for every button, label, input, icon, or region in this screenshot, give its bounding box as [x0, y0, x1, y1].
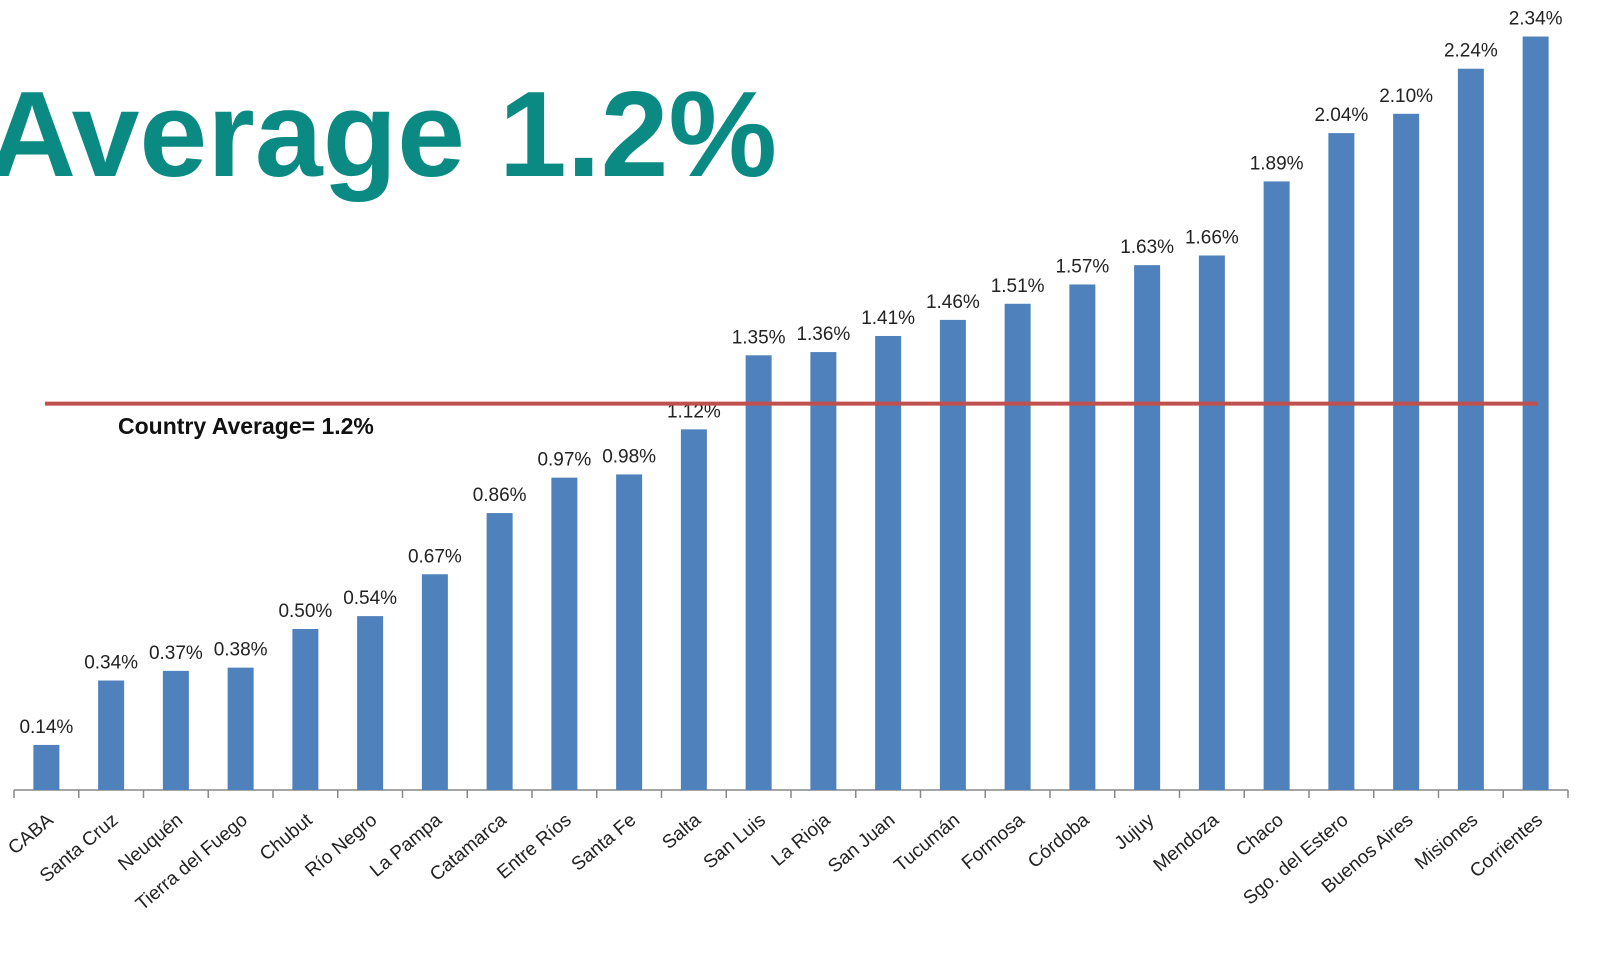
- bar: [357, 616, 384, 790]
- value-label: 0.34%: [84, 653, 138, 674]
- value-label: 0.97%: [537, 450, 591, 471]
- value-label: 1.41%: [861, 308, 915, 329]
- value-label: 0.14%: [19, 717, 73, 738]
- x-tick-label: Río Negro: [301, 810, 381, 882]
- bar: [1393, 113, 1420, 791]
- value-label: 1.35%: [732, 327, 786, 348]
- value-label: 0.38%: [214, 640, 268, 661]
- value-label: 1.89%: [1250, 153, 1304, 174]
- bar: [745, 355, 772, 790]
- value-label: 1.36%: [796, 324, 850, 345]
- bar: [875, 335, 902, 790]
- value-label: 1.12%: [667, 401, 721, 422]
- x-tick-label: San Luis: [700, 810, 770, 874]
- x-tick-label: Córdoba: [1024, 809, 1094, 872]
- bar: [1328, 133, 1355, 790]
- bar: [551, 477, 578, 790]
- bar: [486, 513, 513, 790]
- bar: [1134, 265, 1161, 790]
- x-tick-label: San Juan: [824, 810, 899, 878]
- bar: [1263, 181, 1290, 791]
- chart-title: Average 1.2%: [0, 66, 777, 202]
- bar: [98, 680, 125, 790]
- value-label: 0.67%: [408, 546, 462, 567]
- bar: [292, 629, 319, 790]
- x-tick-label: Mendoza: [1150, 809, 1224, 876]
- value-label: 0.50%: [278, 601, 332, 622]
- bar: [162, 670, 189, 790]
- value-label: 1.46%: [926, 292, 980, 313]
- x-tick-label: Santa Fe: [568, 810, 641, 876]
- bar: [1522, 36, 1549, 790]
- annotation: Country Average= 1.2%: [118, 413, 374, 439]
- bar: [421, 574, 448, 790]
- value-label: 1.57%: [1055, 256, 1109, 277]
- value-label: 0.37%: [149, 643, 203, 664]
- x-tick-label: Chaco: [1232, 810, 1288, 861]
- value-label: 0.98%: [602, 446, 656, 467]
- x-tick-label: Corrientes: [1466, 810, 1547, 882]
- bar: [616, 474, 643, 790]
- bar: [33, 744, 60, 790]
- value-label: 1.63%: [1120, 237, 1174, 258]
- value-label: 1.66%: [1185, 227, 1239, 248]
- x-tick-label: CABA: [4, 810, 57, 860]
- bar: [1004, 303, 1031, 790]
- x-tick-label: Tucumán: [890, 810, 964, 877]
- bar: [1198, 255, 1225, 791]
- x-tick-label: Salta: [658, 809, 705, 853]
- value-label: 1.51%: [991, 276, 1045, 297]
- x-tick-label: Chubut: [256, 809, 317, 865]
- bar: [227, 667, 254, 790]
- bar: [939, 319, 966, 790]
- bar: [810, 352, 837, 790]
- value-label: 2.24%: [1444, 41, 1498, 62]
- bar: [1457, 68, 1484, 791]
- value-label: 2.34%: [1509, 9, 1563, 30]
- value-label: 0.54%: [343, 588, 397, 609]
- x-tick-label: Formosa: [958, 809, 1029, 874]
- value-label: 0.86%: [473, 485, 527, 506]
- value-label: 2.04%: [1314, 105, 1368, 126]
- x-tick-label: Tierra del Fuego: [132, 810, 252, 915]
- x-tick-label: Jujuy: [1111, 809, 1159, 854]
- value-label: 2.10%: [1379, 86, 1433, 107]
- bar: [680, 429, 707, 790]
- bar: [1069, 284, 1096, 790]
